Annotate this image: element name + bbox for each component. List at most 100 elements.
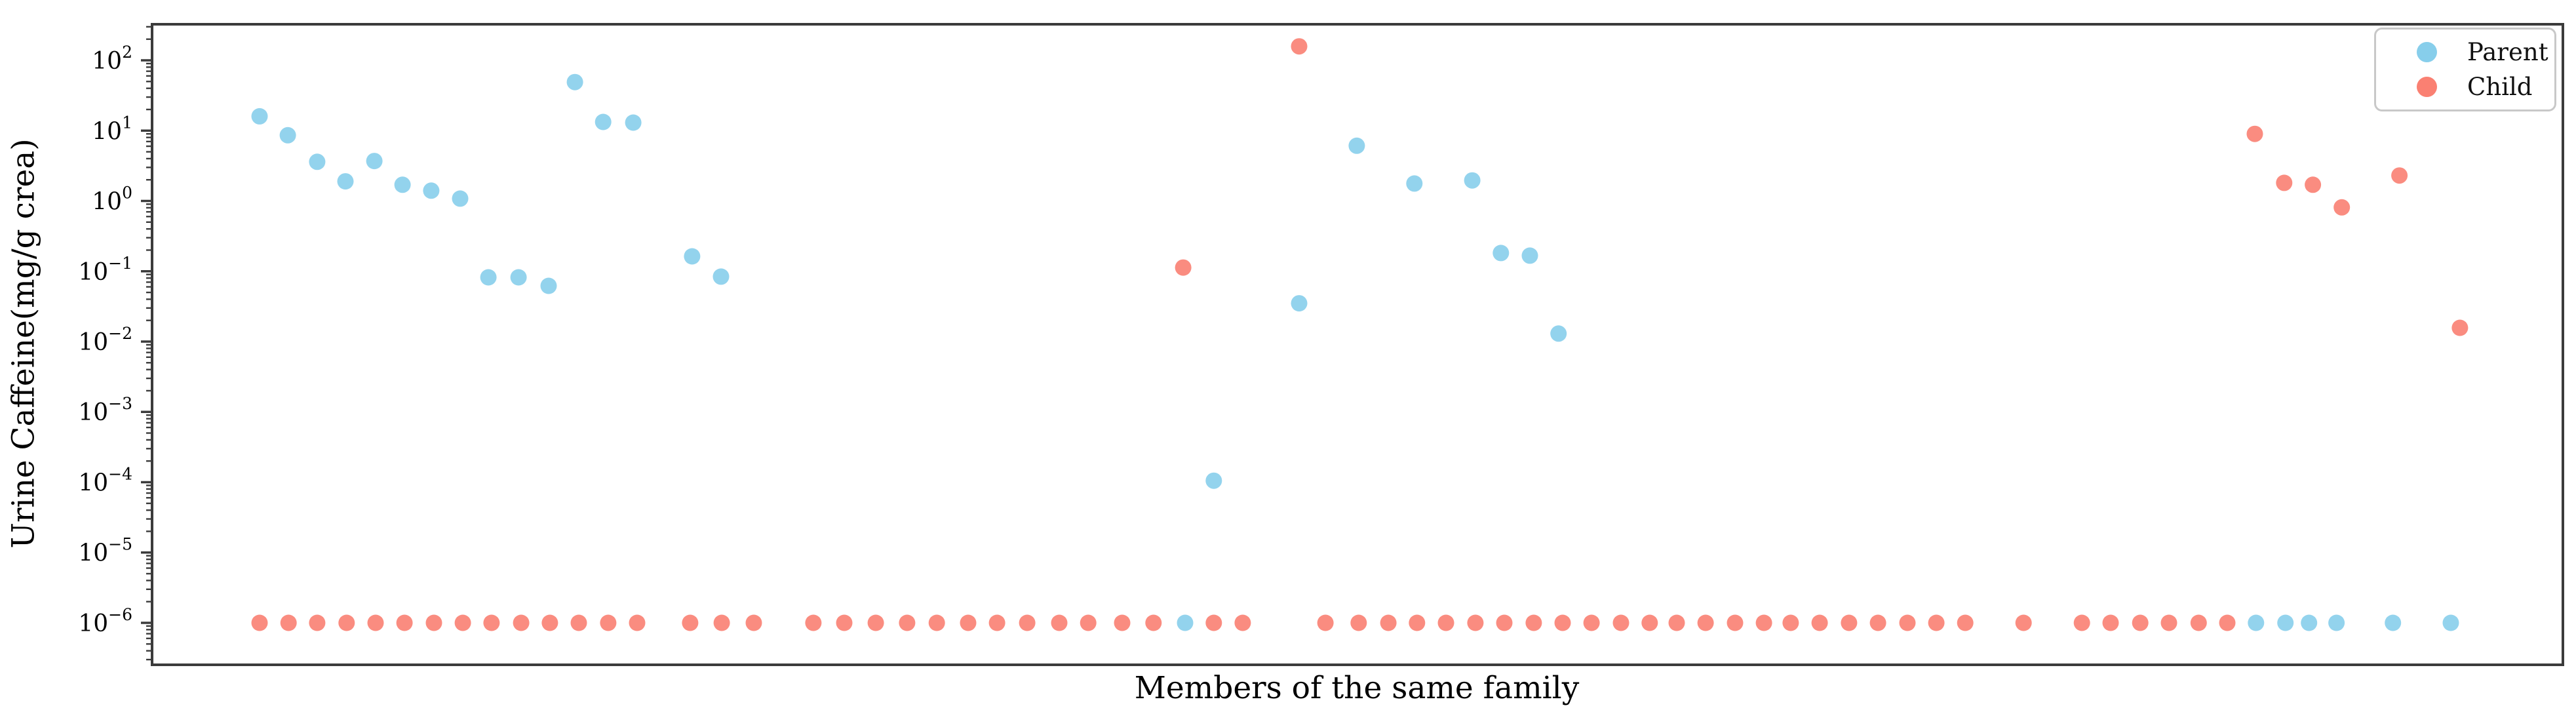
child-data-point <box>899 614 916 631</box>
parent-data-point <box>2301 614 2318 631</box>
child-data-point <box>600 614 617 631</box>
y-tick-label: 10−3 <box>78 394 132 426</box>
child-data-point <box>1554 614 1571 631</box>
y-tick-label: 10−4 <box>78 464 132 496</box>
child-data-point <box>1317 614 1334 631</box>
child-data-point <box>1755 614 1772 631</box>
parent-data-point <box>712 268 730 285</box>
parent-data-point <box>2277 614 2294 631</box>
child-data-point <box>2333 199 2351 216</box>
child-data-point <box>1234 614 1251 631</box>
child-data-point <box>1525 614 1542 631</box>
child-data-point <box>483 614 500 631</box>
child-marker-icon <box>2417 77 2437 97</box>
child-data-point <box>682 614 699 631</box>
child-data-point <box>1869 614 1886 631</box>
child-data-point <box>2132 614 2149 631</box>
child-data-point <box>367 614 384 631</box>
child-data-point <box>2305 176 2322 193</box>
child-data-point <box>988 614 1005 631</box>
child-data-point <box>1841 614 1858 631</box>
parent-data-point <box>1493 245 1510 262</box>
child-data-point <box>1350 614 1367 631</box>
child-data-point <box>1727 614 1744 631</box>
child-data-point <box>1080 614 1097 631</box>
parent-marker-icon <box>2417 42 2437 62</box>
parent-data-point <box>2328 614 2345 631</box>
child-data-point <box>836 614 853 631</box>
child-data-point <box>1175 259 1192 276</box>
parent-data-point <box>1348 137 1365 154</box>
child-data-point <box>570 614 587 631</box>
child-data-point <box>1437 614 1454 631</box>
child-data-point <box>1205 614 1222 631</box>
parent-data-point <box>625 114 642 131</box>
y-tick-label: 10−1 <box>78 254 132 286</box>
parent-data-point <box>1291 295 1308 312</box>
child-data-point <box>805 614 822 631</box>
child-data-point <box>867 614 884 631</box>
parent-data-point <box>309 153 326 170</box>
child-data-point <box>251 614 268 631</box>
parent-data-point <box>480 269 497 286</box>
child-data-point <box>2219 614 2236 631</box>
child-data-point <box>1697 614 1714 631</box>
legend-entry-child: Child <box>2376 75 2554 99</box>
child-data-point <box>541 614 558 631</box>
y-tick-label: 10−2 <box>78 324 132 356</box>
child-data-point <box>928 614 945 631</box>
parent-data-point <box>595 113 612 130</box>
parent-data-point <box>366 153 383 170</box>
parent-data-point <box>1550 325 1567 342</box>
child-data-point <box>1957 614 1974 631</box>
child-data-point <box>2190 614 2207 631</box>
child-data-point <box>454 614 471 631</box>
child-data-point <box>629 614 646 631</box>
child-data-point <box>2391 167 2408 184</box>
child-data-point <box>1811 614 1828 631</box>
y-tick-label: 100 <box>92 184 132 216</box>
child-data-point <box>1928 614 1945 631</box>
parent-data-point <box>251 108 268 125</box>
parent-data-point <box>1521 247 1538 264</box>
child-data-point <box>2451 319 2469 336</box>
parent-data-point <box>452 190 469 207</box>
child-data-point <box>1019 614 1036 631</box>
child-data-point <box>1409 614 1426 631</box>
legend: Parent Child <box>2374 28 2556 111</box>
child-data-point <box>1467 614 1484 631</box>
parent-data-point <box>1205 472 1222 489</box>
legend-entry-parent: Parent <box>2376 40 2554 64</box>
child-data-point <box>280 614 297 631</box>
child-data-point <box>1782 614 1799 631</box>
child-data-point <box>1380 614 1397 631</box>
child-data-point <box>1612 614 1630 631</box>
parent-data-point <box>510 269 527 286</box>
y-tick-label: 101 <box>92 113 132 145</box>
legend-label-child: Child <box>2467 73 2533 101</box>
child-data-point <box>2015 614 2032 631</box>
parent-data-point <box>1464 172 1481 189</box>
child-data-point <box>1583 614 1600 631</box>
child-data-point <box>1899 614 1916 631</box>
parent-data-point <box>566 73 583 90</box>
parent-data-point <box>423 182 440 199</box>
child-data-point <box>513 614 530 631</box>
child-data-point <box>1496 614 1513 631</box>
parent-data-point <box>684 248 701 265</box>
y-tick-label: 10−6 <box>78 605 132 637</box>
child-data-point <box>1668 614 1685 631</box>
y-tick-label: 10−5 <box>78 535 132 567</box>
child-data-point <box>338 614 355 631</box>
child-data-point <box>1641 614 1658 631</box>
y-axis-label: Urine Caffeine(mg/g crea) <box>5 138 42 549</box>
parent-data-point <box>2442 614 2459 631</box>
child-data-point <box>425 614 442 631</box>
parent-data-point <box>2248 614 2265 631</box>
child-data-point <box>1051 614 1068 631</box>
child-data-point <box>2160 614 2177 631</box>
parent-data-point <box>540 277 557 294</box>
child-data-point <box>1114 614 1131 631</box>
